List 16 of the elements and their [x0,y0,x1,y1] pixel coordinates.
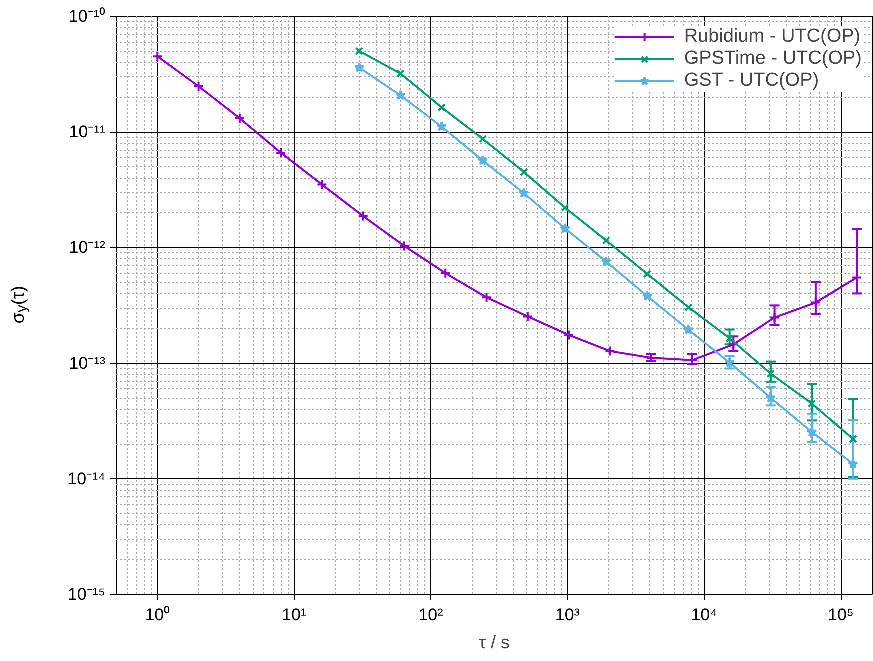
y-tick-label: 10⁻¹⁵ [68,585,106,604]
y-tick-label: 10⁻¹⁴ [68,469,106,488]
y-tick-label: 10⁻¹² [69,238,106,258]
legend-label: Rubidium - UTC(OP) [684,26,861,48]
legend-label: GST - UTC(OP) [684,70,820,92]
y-tick-label: 10⁻¹³ [69,354,106,373]
x-tick-label: 10¹ [282,606,307,624]
x-tick-label: 10² [418,606,444,624]
x-tick-label: 10⁰ [145,606,170,624]
x-tick-label: 10⁴ [691,606,718,624]
x-tick-label: 10³ [555,606,580,624]
legend-label: GPSTime - UTC(OP) [684,48,862,70]
x-axis-title: τ / s [478,632,510,652]
y-tick-label: 10⁻¹⁰ [68,7,106,26]
x-tick-label: 10⁵ [828,606,854,624]
y-tick-label: 10⁻¹¹ [69,122,106,142]
